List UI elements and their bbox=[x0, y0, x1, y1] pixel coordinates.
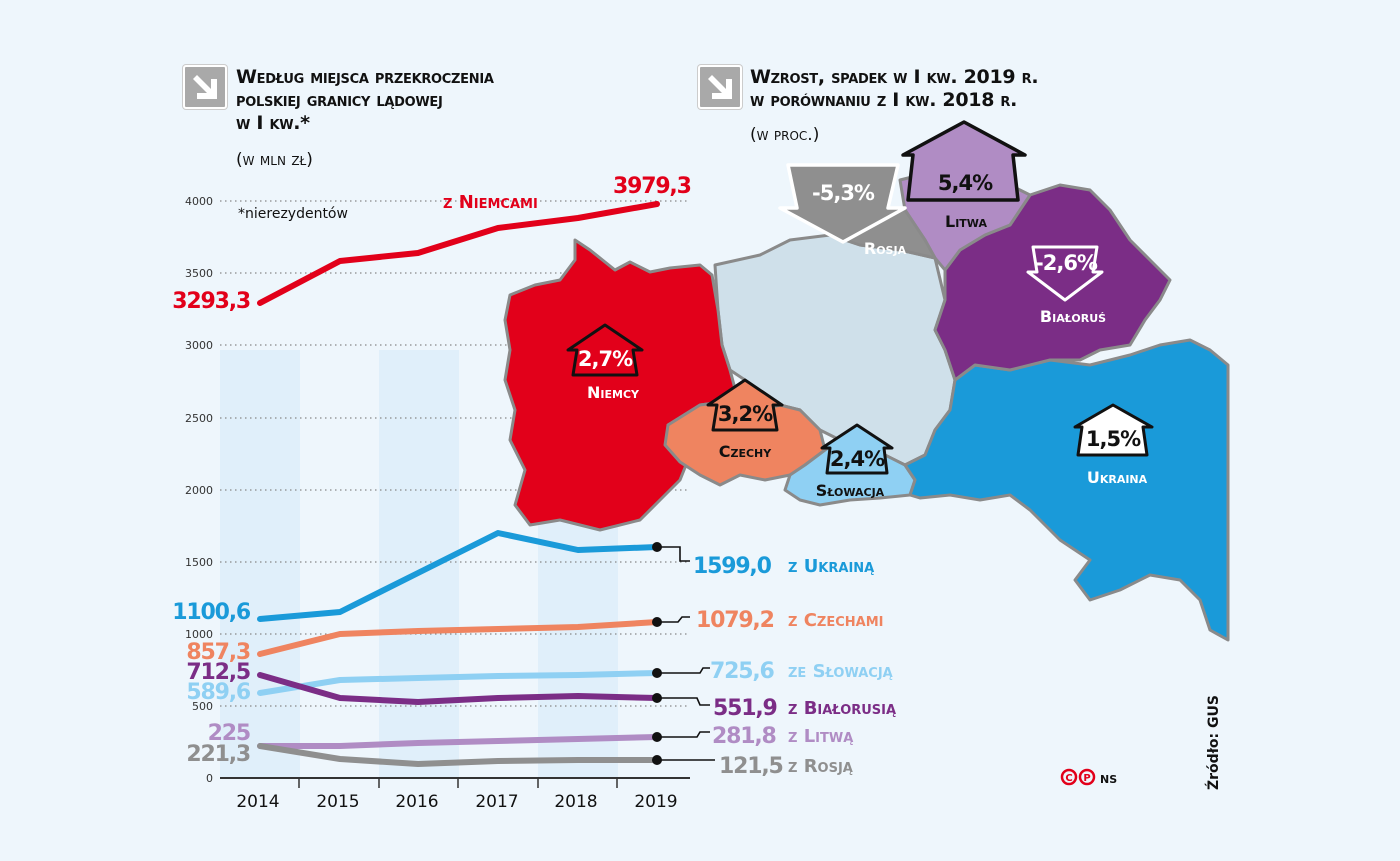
line-bialorus bbox=[257, 672, 660, 705]
arrow-down-icon: -2,6% bbox=[1026, 245, 1104, 302]
end-labels: 1599,0 z Ukrainą 1079,2 z Czechami 725,6… bbox=[693, 554, 896, 779]
x-tick: 2017 bbox=[475, 792, 518, 812]
start-labels: 3293,3 1100,6 857,3 712,5 589,6 225 221,… bbox=[172, 289, 252, 767]
end-label-niemcy: 3979,3 bbox=[613, 174, 691, 199]
pct-slowacja: 2,4% bbox=[830, 447, 885, 471]
x-tick: 2019 bbox=[634, 792, 677, 812]
left-title-line3: w I kw.* bbox=[236, 112, 310, 134]
start-label-slowacja: 589,6 bbox=[186, 680, 250, 705]
line-czechy bbox=[257, 619, 660, 657]
start-label-rosja: 221,3 bbox=[186, 742, 250, 767]
y-tick: 2000 bbox=[185, 484, 213, 497]
line-slowacja bbox=[257, 670, 660, 696]
series-name-niemcy: z Niemcami bbox=[443, 192, 538, 213]
line-rosja bbox=[257, 743, 660, 767]
arrow-down-right-icon bbox=[698, 65, 742, 109]
endpoint-dots bbox=[652, 542, 662, 765]
copyright-icon: C P bbox=[1060, 768, 1096, 786]
right-title: Wzrost, spadek w I kw. 2019 r. w porówna… bbox=[750, 66, 1170, 112]
end-label-bialorus: 551,9 bbox=[713, 696, 777, 721]
arrow-up-icon: 1,5% bbox=[1073, 403, 1154, 457]
end-label-czechy: 1079,2 bbox=[696, 608, 774, 633]
svg-text:C: C bbox=[1065, 773, 1072, 784]
start-label-niemcy: 3293,3 bbox=[172, 289, 250, 314]
series-name-rosja: z Rosją bbox=[788, 756, 853, 777]
start-label-litwa: 225 bbox=[208, 721, 250, 746]
series-name-slowacja: ze Słowacją bbox=[788, 661, 893, 682]
map-label-ukraina: Ukraina bbox=[1087, 468, 1148, 487]
map-label-litwa: Litwa bbox=[945, 212, 987, 231]
arrow-up-icon: 5,4% bbox=[901, 120, 1027, 202]
map-label-rosja: Rosja bbox=[864, 239, 907, 258]
x-tick: 2015 bbox=[316, 792, 359, 812]
map-ukraine bbox=[903, 338, 1230, 642]
pct-rosja: -5,3% bbox=[812, 181, 875, 205]
map-label-niemcy: Niemcy bbox=[587, 383, 640, 402]
line-ukraina bbox=[257, 530, 660, 622]
y-tick: 1000 bbox=[185, 628, 213, 641]
map-label-bialorus: Białoruś bbox=[1040, 307, 1106, 326]
gridlines bbox=[220, 200, 690, 707]
credit: NS bbox=[1100, 773, 1117, 786]
start-label-ukraina: 1100,6 bbox=[172, 600, 251, 625]
map-label-slowacja: Słowacja bbox=[816, 481, 885, 500]
y-tick: 1500 bbox=[185, 556, 213, 569]
source: Źródło: GUS bbox=[1204, 695, 1222, 790]
y-tick: 2500 bbox=[185, 412, 213, 425]
leader-lines bbox=[657, 546, 715, 761]
map bbox=[503, 168, 1230, 642]
svg-text:P: P bbox=[1083, 773, 1090, 784]
pct-ukraina: 1,5% bbox=[1086, 427, 1141, 451]
x-tick: 2016 bbox=[395, 792, 438, 812]
arrow-up-icon: 3,2% bbox=[706, 378, 784, 432]
pct-niemcy: 2,7% bbox=[578, 347, 633, 371]
y-tick: 4000 bbox=[185, 195, 213, 208]
pct-litwa: 5,4% bbox=[938, 171, 993, 195]
arrow-up-icon: 2,4% bbox=[820, 423, 894, 475]
footnote: *nierezydentów bbox=[238, 206, 348, 222]
x-tick: 2018 bbox=[554, 792, 597, 812]
y-tick: 3000 bbox=[185, 339, 213, 352]
x-axis: 2014 2015 2016 2017 2018 2019 bbox=[220, 777, 690, 812]
year-bands bbox=[220, 350, 618, 778]
end-label-slowacja: 725,6 bbox=[710, 659, 774, 684]
right-title-line2: w porównaniu z I kw. 2018 r. bbox=[750, 89, 1018, 111]
series-name-ukraina: z Ukrainą bbox=[788, 556, 874, 577]
start-label-bialorus: 712,5 bbox=[186, 660, 250, 685]
series-name-czechy: z Czechami bbox=[788, 610, 883, 631]
end-label-rosja: 121,5 bbox=[719, 754, 783, 779]
x-tick: 2014 bbox=[236, 792, 279, 812]
map-label-czechy: Czechy bbox=[719, 442, 773, 461]
arrow-down-icon: -5,3% bbox=[778, 163, 907, 244]
start-label-czechy: 857,3 bbox=[186, 640, 250, 665]
arrow-down-right-icon bbox=[183, 65, 227, 109]
pct-czechy: 3,2% bbox=[718, 402, 773, 426]
y-tick: 500 bbox=[192, 700, 213, 713]
right-unit: (w proc.) bbox=[750, 125, 820, 145]
series-name-bialorus: z Białorusią bbox=[788, 698, 896, 719]
y-tick: 3500 bbox=[185, 267, 213, 280]
line-litwa bbox=[257, 734, 660, 749]
left-title: Według miejsca przekroczenia polskiej gr… bbox=[236, 66, 656, 135]
left-title-line2: polskiej granicy lądowej bbox=[236, 89, 443, 111]
right-title-line1: Wzrost, spadek w I kw. 2019 r. bbox=[750, 66, 1039, 88]
line-niemcy bbox=[257, 201, 660, 306]
end-label-ukraina: 1599,0 bbox=[693, 554, 772, 579]
left-title-line1: Według miejsca przekroczenia bbox=[236, 66, 494, 88]
pct-bialorus: -2,6% bbox=[1035, 251, 1098, 275]
series-name-litwa: z Litwą bbox=[788, 726, 853, 747]
left-unit: (w mln zł) bbox=[236, 150, 313, 170]
end-label-litwa: 281,8 bbox=[712, 724, 776, 749]
arrow-up-icon: 2,7% bbox=[566, 323, 644, 377]
y-tick: 0 bbox=[206, 772, 213, 785]
y-axis-ticks: 4000 3500 3000 2500 2000 1500 1000 500 0 bbox=[185, 195, 213, 785]
